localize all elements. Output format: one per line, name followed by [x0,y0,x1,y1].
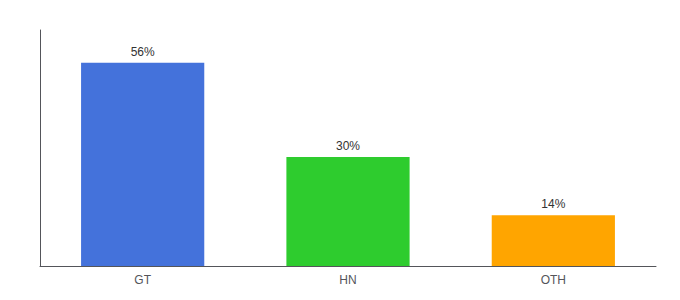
svg-text:GT: GT [134,273,151,287]
svg-text:OTH: OTH [541,273,566,287]
svg-text:56%: 56% [131,45,155,59]
svg-text:HN: HN [339,273,356,287]
svg-text:30%: 30% [336,139,360,153]
svg-text:14%: 14% [541,197,565,211]
